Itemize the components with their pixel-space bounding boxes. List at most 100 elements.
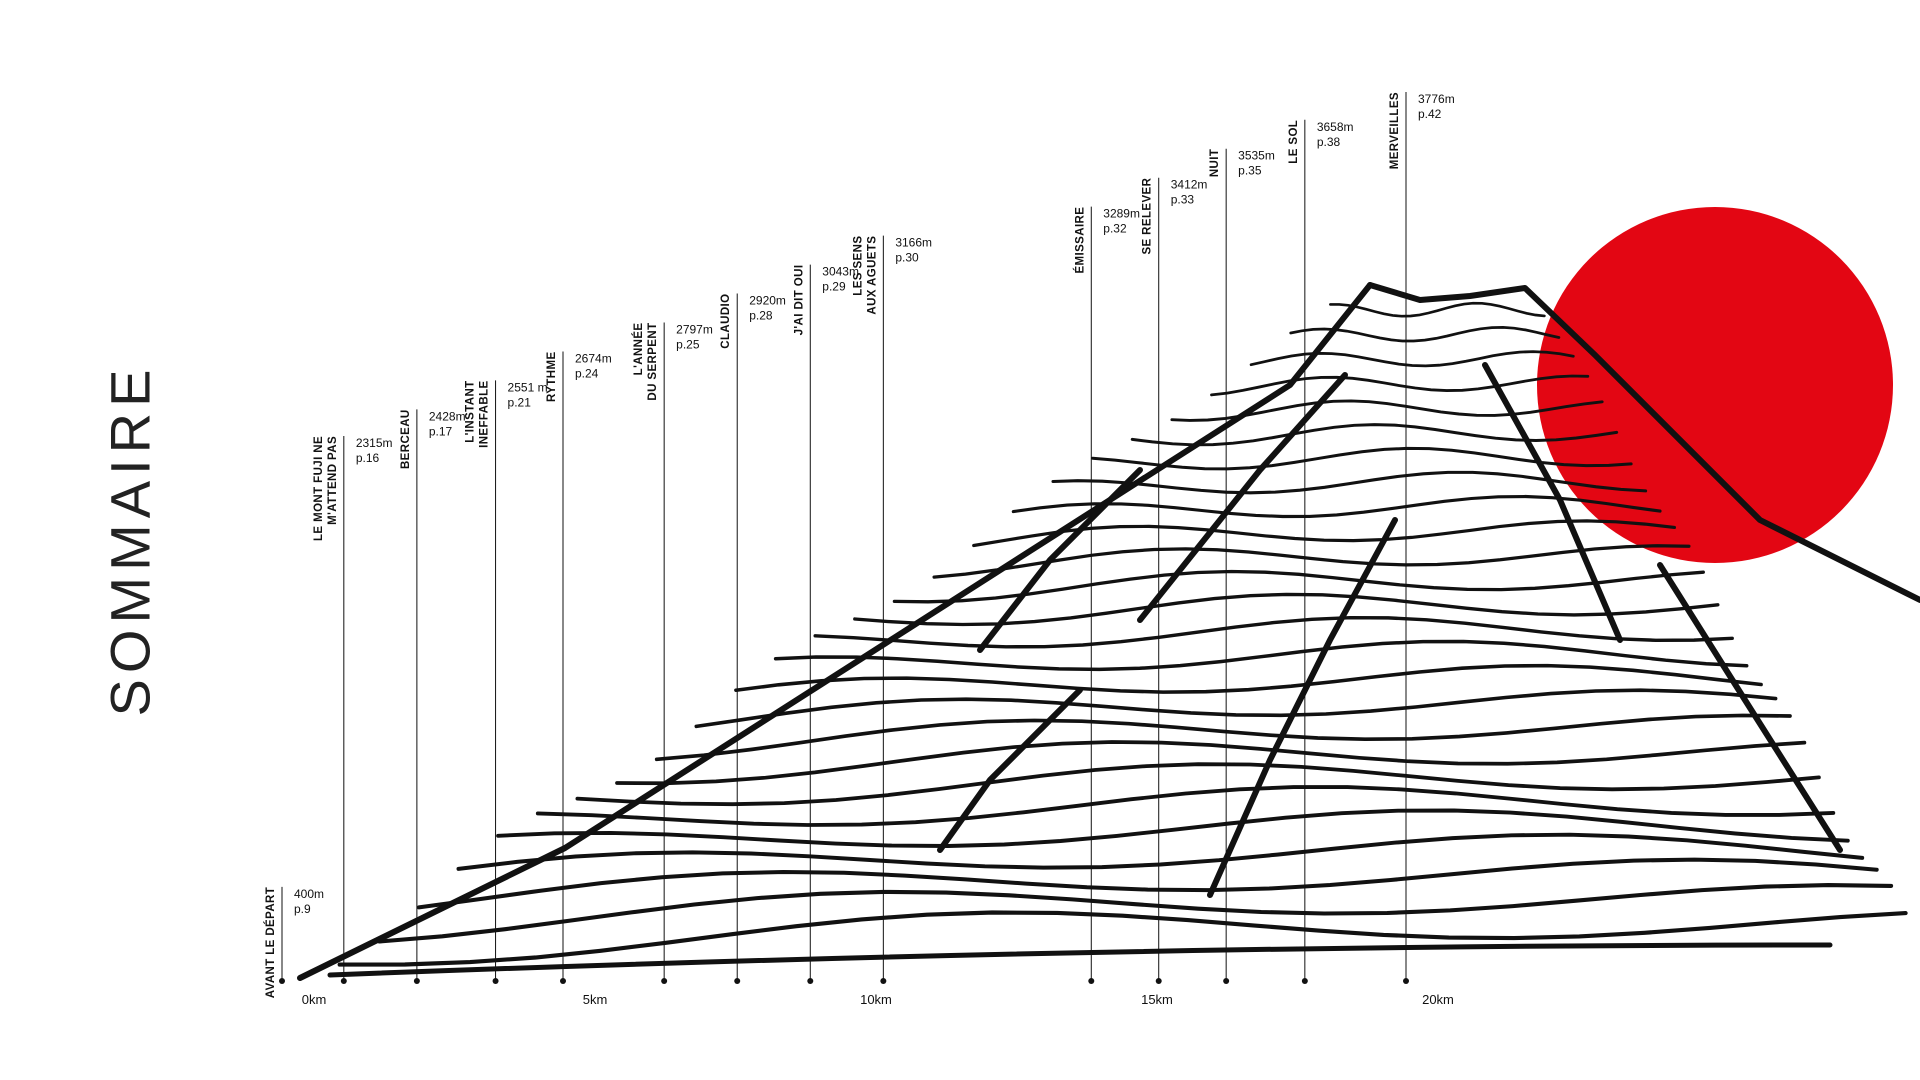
page-reference: p.24 [575,366,599,380]
chapter-name: LE MONT FUJI NE M'ATTEND PAS [313,436,339,541]
ridge-gully [977,467,1143,653]
elevation-label: 3289m [1103,207,1140,221]
marker-point [340,978,347,984]
contour-line [1130,423,1619,447]
marker-point [1155,978,1162,984]
x-tick-label: 15km [1141,992,1173,1007]
chapter-name: CLAUDIO [720,294,732,349]
elevation-label: 3166m [895,236,932,250]
page-reference: p.32 [1103,222,1127,236]
marker-point [880,978,887,984]
elevation-label: 400m [294,887,324,901]
elevation-label: 3535m [1238,149,1275,163]
contour-line [1011,494,1662,519]
contour-line [694,688,1778,729]
page-reference: p.38 [1317,135,1341,149]
chapter-name: J'AI DIT OUI [793,265,805,336]
elevation-label: 2315m [356,436,393,450]
chapter-name: ÉMISSAIRE [1073,207,1086,274]
x-tick-label: 0km [302,992,327,1007]
marker-point [807,978,814,984]
elevation-label: 2920m [749,294,786,308]
chapter-name: RYTHME [546,351,558,402]
marker-point [661,978,668,984]
marker-point [1301,978,1308,984]
chapter-name: MERVEILLES [1389,92,1401,169]
marker-point [734,978,741,984]
chapter-name: BERCEAU [400,409,412,469]
contour-line [337,910,1908,967]
contour-line [456,832,1865,871]
elevation-label: 3776m [1418,92,1455,106]
contour-line [773,639,1749,672]
page-reference: p.25 [676,337,700,351]
page-reference: p.42 [1418,107,1442,121]
x-tick-label: 5km [583,992,608,1007]
marker-point [492,978,499,984]
contour-line [892,569,1705,604]
base-line [327,942,1833,978]
left-ridge [297,282,1373,981]
ridge-gully [937,687,1083,853]
contour-line [813,615,1734,649]
elevation-label: 3412m [1171,178,1208,192]
elevation-label: 2674m [575,351,612,365]
contour-line [654,713,1792,762]
ridge-gully [1482,362,1623,643]
contour-line [1249,350,1575,368]
red-sun [1537,207,1893,563]
contour-line [615,740,1807,786]
ridge-gully [1207,517,1398,898]
marker-point [1223,978,1230,984]
ridge-gully [1657,562,1843,853]
x-axis-ticks: 0km 5km 10km 15km 20km [302,992,1454,1007]
contour-line [575,762,1821,807]
contour-line [972,519,1676,548]
contour-line [416,857,1879,910]
chapter-name: LE SOL [1288,120,1300,164]
page-reference: p.30 [895,251,919,265]
page-reference: p.21 [508,395,532,409]
contour-line [496,808,1850,848]
contour-line [535,785,1836,827]
elevation-label: 3043m [822,265,859,279]
marker-point [560,978,566,984]
ridge-gully [1137,372,1348,623]
marker-point [1403,978,1409,984]
contour-line [932,544,1691,579]
right-ridge [1367,282,1920,603]
chapter-name: AVANT LE DÉPART [264,887,277,998]
page-reference: p.17 [429,424,453,438]
chapter-name: SE RELEVER [1142,177,1154,254]
page-reference: p.33 [1171,193,1195,207]
chapter-name: NUIT [1209,149,1221,177]
marker-point [1088,978,1095,984]
page-reference: p.28 [749,309,773,323]
x-tick-label: 10km [860,992,892,1007]
page-reference: p.29 [822,280,846,294]
marker-point [413,978,420,984]
x-tick-label: 20km [1422,992,1454,1007]
chapter-marker: L'INSTANT INEFFABLE 2551 mp.21 [465,380,548,984]
page-reference: p.9 [294,902,311,916]
chapter-name: LES SENS AUX AGUETS [852,236,878,315]
elevation-label: 3658m [1317,120,1354,134]
marker-point [279,978,285,984]
chapter-name: L'ANNÉE DU SERPENT [632,322,659,400]
elevation-label: 2428m [429,409,466,423]
